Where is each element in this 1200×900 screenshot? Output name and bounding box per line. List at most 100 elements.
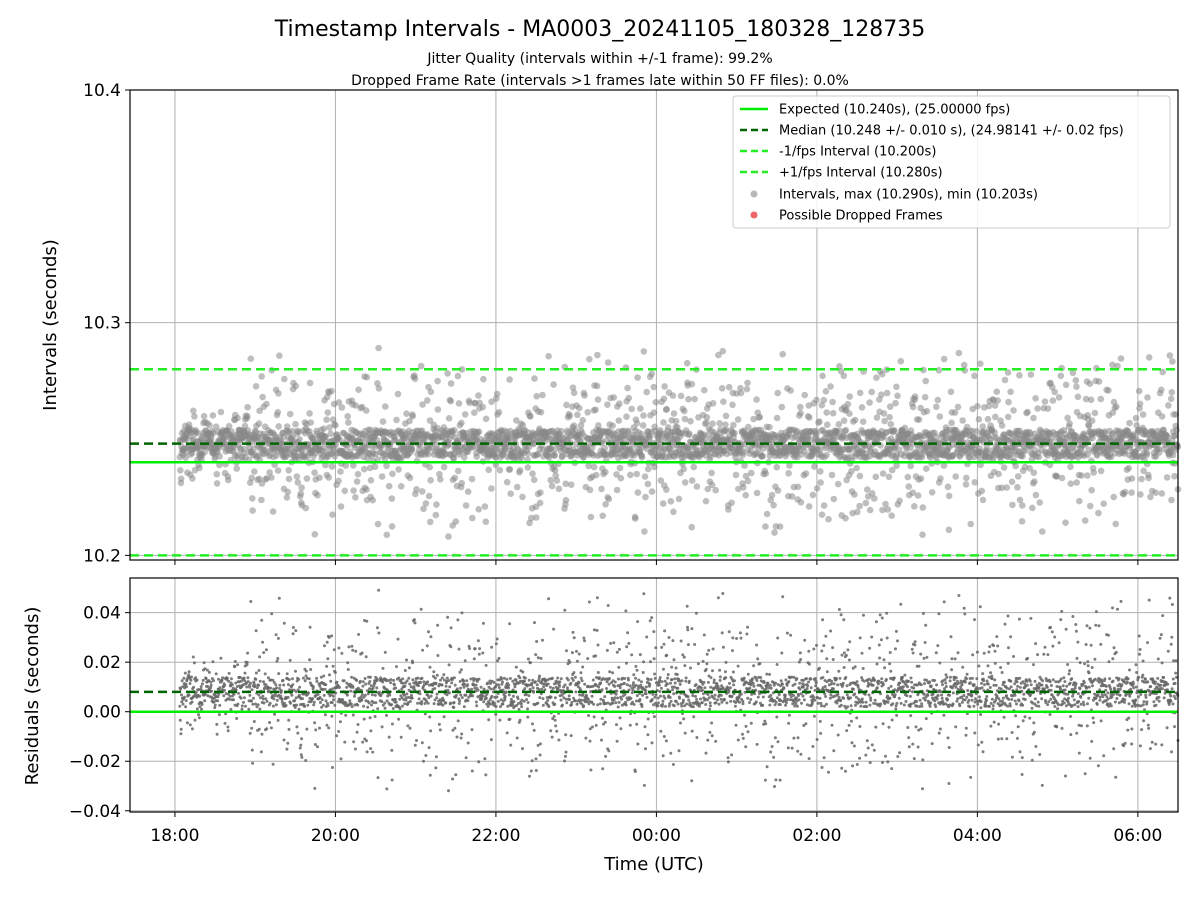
- residual-point: [609, 641, 613, 645]
- residual-point: [264, 697, 268, 701]
- residual-point: [625, 661, 628, 665]
- residual-point: [405, 658, 408, 662]
- legend-box: [732, 95, 1171, 229]
- top-y-tick-label: 10.2: [83, 546, 121, 566]
- interval-point: [433, 501, 440, 508]
- residual-point: [572, 696, 576, 700]
- residual-point: [195, 678, 199, 682]
- interval-point: [975, 416, 983, 423]
- interval-point: [352, 402, 360, 409]
- interval-point: [550, 381, 557, 388]
- interval-point: [420, 505, 427, 513]
- residual-point: [615, 650, 619, 654]
- top-y-tick-label: 10.3: [83, 314, 121, 334]
- residual-point: [265, 727, 269, 731]
- interval-point: [422, 500, 430, 507]
- residual-point: [323, 687, 327, 691]
- residual-point: [507, 693, 511, 697]
- interval-point: [1007, 453, 1014, 461]
- interval-point: [534, 450, 542, 458]
- residual-point: [481, 651, 485, 655]
- residual-point: [459, 686, 462, 690]
- interval-point: [360, 465, 368, 473]
- residual-point: [251, 761, 255, 765]
- residual-point: [569, 734, 573, 738]
- residual-point: [438, 728, 442, 732]
- residual-point: [617, 665, 621, 669]
- interval-point: [1029, 504, 1036, 512]
- interval-point: [670, 410, 678, 417]
- residual-point: [180, 693, 183, 697]
- interval-point: [551, 452, 559, 459]
- top-y-axis-label: Intervals (seconds): [40, 239, 61, 411]
- residual-point: [472, 657, 476, 661]
- interval-point: [1105, 387, 1112, 394]
- residual-point: [330, 634, 334, 638]
- interval-point: [770, 501, 777, 509]
- residual-point: [553, 718, 557, 722]
- residual-point: [413, 621, 417, 625]
- interval-point: [1058, 474, 1066, 482]
- residual-point: [365, 619, 369, 623]
- interval-point: [327, 430, 335, 438]
- residual-point: [468, 647, 472, 650]
- interval-point: [609, 422, 616, 430]
- residual-point: [321, 703, 325, 707]
- interval-point: [663, 486, 670, 494]
- interval-point: [750, 415, 757, 423]
- residual-point: [242, 696, 246, 700]
- interval-point: [794, 483, 802, 491]
- interval-point: [742, 472, 750, 480]
- interval-point: [708, 481, 716, 489]
- residual-point: [538, 742, 542, 746]
- residual-point: [419, 681, 423, 684]
- interval-point: [992, 413, 999, 421]
- residual-point: [328, 673, 331, 677]
- residual-point: [249, 600, 253, 603]
- residual-point: [620, 697, 623, 701]
- residual-point: [183, 671, 187, 675]
- residual-point: [483, 757, 487, 761]
- interval-point: [922, 377, 929, 385]
- residual-point: [434, 766, 438, 770]
- interval-point: [285, 475, 293, 483]
- residual-point: [625, 645, 629, 649]
- residual-point: [456, 719, 460, 723]
- interval-point: [213, 480, 221, 487]
- residual-point: [237, 691, 240, 695]
- residual-point: [459, 693, 463, 697]
- residual-point: [420, 741, 424, 745]
- residual-point: [619, 727, 623, 731]
- residual-point: [591, 678, 595, 682]
- residual-point: [527, 678, 531, 682]
- residual-point: [564, 733, 568, 737]
- interval-point: [1073, 383, 1080, 391]
- residual-point: [311, 697, 314, 701]
- interval-point: [1097, 467, 1105, 475]
- residual-point: [474, 700, 478, 704]
- legend-dropped-label: Possible Dropped Frames: [779, 209, 943, 224]
- interval-point: [643, 388, 650, 396]
- residual-point: [291, 626, 295, 629]
- residual-point: [262, 701, 266, 705]
- interval-point: [468, 475, 476, 483]
- residual-point: [242, 676, 246, 680]
- residual-point: [484, 663, 488, 667]
- residual-point: [274, 683, 278, 687]
- interval-point: [1144, 394, 1151, 401]
- interval-point: [388, 495, 396, 502]
- residual-point: [228, 694, 232, 698]
- interval-point: [536, 499, 544, 507]
- residual-point: [215, 732, 219, 736]
- interval-point: [905, 483, 912, 490]
- interval-point: [652, 398, 660, 406]
- interval-point: [452, 518, 460, 525]
- interval-point: [617, 474, 625, 482]
- interval-point: [1066, 420, 1073, 427]
- residual-point: [253, 684, 257, 688]
- residual-point: [211, 660, 215, 664]
- interval-point: [250, 446, 257, 453]
- interval-point: [408, 446, 416, 453]
- interval-point: [234, 414, 241, 422]
- residual-point: [627, 678, 630, 682]
